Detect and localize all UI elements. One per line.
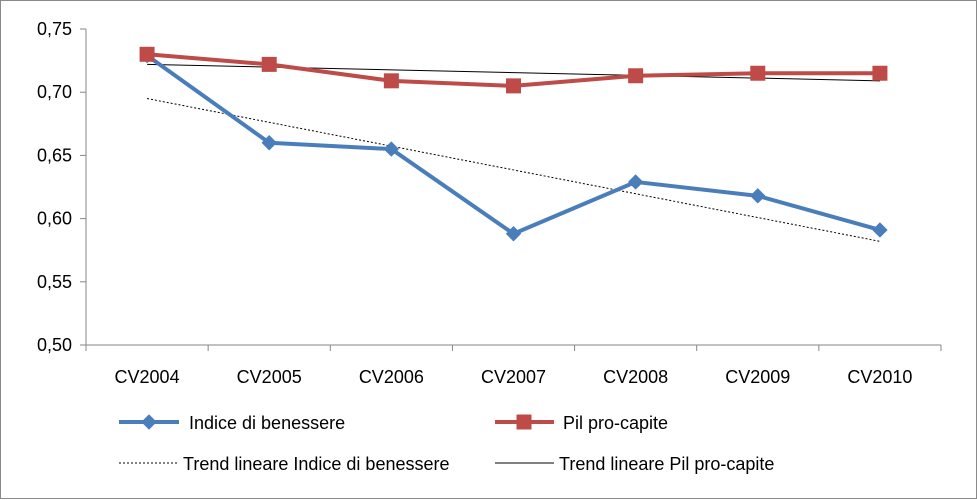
x-tick-label: CV2010 [847,367,912,387]
data-point-indice [261,135,277,151]
data-point-indice [383,141,400,157]
data-point-pil [261,56,277,72]
legend: Indice di benessere Pil pro-capite Trend… [119,413,774,474]
x-tick-label: CV2009 [725,367,790,387]
x-tick-label: CV2007 [481,367,546,387]
x-tick-label: CV2005 [237,367,302,387]
x-tick-label: CV2008 [603,367,668,387]
y-tick-label: 0,75 [37,19,72,39]
data-point-indice [872,222,888,238]
y-tick-label: 0,65 [37,145,72,165]
x-tick-label: CV2006 [359,367,424,387]
legend-label-pil: Pil pro-capite [563,413,668,433]
x-tick-label: CV2004 [115,367,180,387]
data-point-indice [627,174,644,190]
legend-label-trend-indice: Trend lineare Indice di benessere [183,454,450,474]
y-tick-label: 0,55 [37,272,72,292]
data-point-pil [628,68,644,84]
y-tick-label: 0,70 [37,82,72,102]
data-point-pil [139,46,155,62]
data-point-indice [505,226,522,242]
y-tick-label: 0,60 [37,209,72,229]
legend-label-indice: Indice di benessere [189,413,345,433]
data-point-pil [750,65,766,81]
data-series [139,46,888,242]
data-point-pil [872,65,888,81]
legend-label-trend-pil: Trend lineare Pil pro-capite [559,454,774,474]
y-tick-label: 0,50 [37,335,72,355]
data-point-pil [383,73,399,89]
data-point-pil [506,78,521,94]
data-point-indice [750,188,766,204]
legend-marker-indice [141,414,157,430]
trendline-indice [146,98,881,242]
legend-marker-pil [516,414,532,430]
axes: 0,50 0,55 0,60 0,65 0,70 0,75 CV2004 CV2005 CV20… [37,19,942,387]
